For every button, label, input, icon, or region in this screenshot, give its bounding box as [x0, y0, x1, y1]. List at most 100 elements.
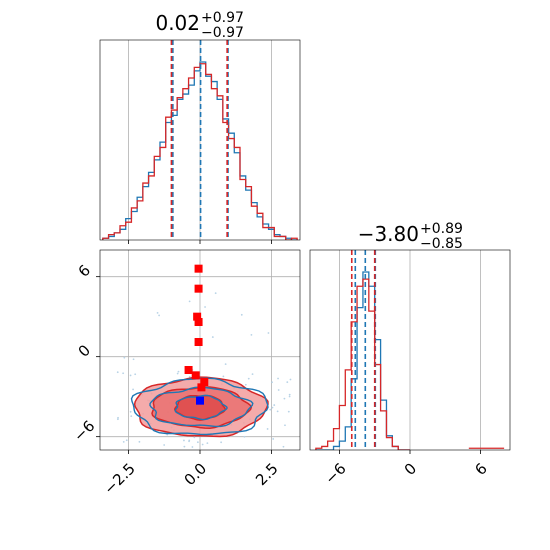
sample-point: [250, 334, 253, 336]
x-tick-labels: −2.5 0.0 2.5: [100, 460, 281, 498]
sample-point: [193, 436, 196, 439]
marginal-x-title-minus: −0.97: [201, 25, 244, 41]
grid-lines: [100, 250, 300, 450]
sample-point: [283, 397, 286, 400]
sample-point: [138, 440, 141, 443]
red-marker: [194, 338, 203, 346]
sample-point: [220, 441, 223, 444]
sample-point: [266, 428, 269, 430]
marginal-x-title-value: 0.02: [155, 11, 200, 35]
sample-point: [282, 445, 285, 448]
sample-point: [206, 442, 209, 445]
sample-point: [267, 332, 270, 334]
marginal-y-title-value: −3.80: [358, 222, 419, 246]
sample-point: [214, 292, 217, 295]
contour-blue-line: [149, 386, 254, 428]
sample-point: [286, 381, 289, 384]
sample-point: [271, 406, 274, 409]
marginal-x-title-plus: +0.97: [201, 10, 244, 26]
red-marker: [194, 264, 203, 273]
x-tick-label: −6: [321, 460, 349, 488]
sample-point: [132, 358, 135, 361]
red-marker: [184, 366, 193, 374]
x-tick-label: 0: [401, 460, 420, 479]
sample-point: [176, 372, 179, 375]
red-marker: [193, 312, 202, 321]
y-tick-label: 0: [75, 341, 94, 360]
y-tick-labels: −6 0 6: [70, 261, 98, 445]
sample-point: [188, 300, 191, 303]
contour-blue-line: [174, 394, 228, 421]
x-tick-label: −2.5: [100, 460, 138, 498]
contour-blue-line: [130, 377, 269, 436]
sample-point: [269, 408, 272, 411]
marginal-y-histogram-panel: −6 0 6 −3.80 +0.89 −0.85: [309, 221, 511, 488]
red-marker: [197, 383, 206, 392]
sample-point: [247, 377, 250, 380]
histogram-plot-area: [102, 40, 298, 240]
sample-point: [132, 388, 134, 391]
tick-marks: [339, 450, 481, 454]
histogram-step-blue: [315, 271, 410, 450]
sample-point: [130, 415, 133, 418]
red-marker: [200, 378, 209, 386]
sample-point: [271, 381, 273, 384]
marginal-y-title-minus: −0.85: [420, 236, 463, 252]
red-marker: [191, 371, 200, 380]
marginal-x-histogram-panel: 0.02 +0.97 −0.97: [99, 10, 301, 244]
sample-point: [289, 378, 292, 381]
sample-point: [177, 370, 180, 373]
x-tick-label: 0.0: [181, 460, 211, 490]
red-marker: [194, 284, 203, 293]
sample-point: [277, 377, 279, 380]
sample-point: [288, 393, 291, 396]
sample-point: [156, 311, 159, 314]
sample-point: [129, 374, 132, 377]
sample-point: [284, 424, 286, 427]
x-tick-label: 6: [471, 460, 490, 479]
sample-point: [122, 372, 125, 375]
sample-point: [125, 439, 128, 442]
sample-point: [116, 371, 119, 374]
sample-point: [134, 373, 137, 376]
marginal-y-title-plus: +0.89: [420, 221, 463, 237]
joint-contour-panel: −2.5 0.0 2.5 −6 0 6: [70, 249, 301, 498]
sample-point: [244, 383, 247, 386]
tick-marks: [128, 240, 272, 244]
histogram-step-red: [315, 278, 410, 450]
sample-point: [224, 363, 227, 366]
sample-point: [240, 313, 243, 316]
sample-point: [243, 435, 246, 438]
contour-plot-area: [116, 264, 292, 448]
sample-point: [122, 440, 125, 443]
sample-point: [116, 418, 119, 421]
sample-point: [163, 444, 166, 446]
y-tick-label: 6: [75, 261, 94, 280]
x-tick-label: 2.5: [252, 460, 282, 490]
tick-marks: [96, 276, 272, 454]
sample-point: [183, 439, 185, 442]
sample-point: [277, 389, 280, 391]
sample-point: [196, 441, 199, 444]
blue-marker: [196, 396, 204, 405]
sample-point: [287, 410, 290, 413]
histogram-step-red: [102, 63, 298, 240]
x-tick-labels: −6 0 6: [321, 460, 491, 488]
grid-lines: [339, 250, 481, 450]
sample-point: [272, 438, 275, 440]
sample-point: [276, 410, 279, 413]
sample-point: [129, 410, 132, 413]
sample-point: [183, 445, 186, 448]
sample-point: [222, 375, 225, 378]
sample-point: [191, 446, 194, 448]
sample-point: [188, 439, 191, 442]
sample-point: [273, 404, 276, 406]
sample-point: [123, 356, 126, 359]
y-tick-label: −6: [70, 417, 98, 445]
sample-point: [288, 395, 291, 398]
sample-point: [201, 443, 204, 446]
sample-point: [204, 306, 206, 308]
sample-point: [251, 373, 254, 376]
red-marker: [194, 318, 203, 326]
